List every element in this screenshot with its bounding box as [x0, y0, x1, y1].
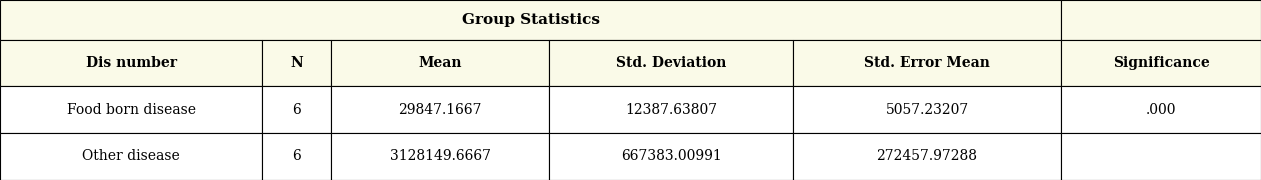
Bar	[330, 133, 550, 180]
Text: N: N	[290, 56, 303, 70]
Text: Mean: Mean	[419, 56, 462, 70]
Bar	[262, 40, 330, 86]
Text: Std. Deviation: Std. Deviation	[615, 56, 726, 70]
Bar	[793, 133, 1062, 180]
Text: 3128149.6667: 3128149.6667	[390, 150, 491, 163]
Bar	[550, 40, 793, 86]
Bar	[1062, 133, 1261, 180]
Text: Other disease: Other disease	[82, 150, 180, 163]
Bar	[330, 40, 550, 86]
Text: .000: .000	[1146, 102, 1177, 116]
Text: 272457.97288: 272457.97288	[876, 150, 977, 163]
Bar	[1062, 0, 1261, 40]
Bar	[330, 86, 550, 133]
Bar	[262, 86, 330, 133]
Text: 5057.23207: 5057.23207	[885, 102, 968, 116]
Text: Std. Error Mean: Std. Error Mean	[864, 56, 990, 70]
Bar	[793, 40, 1062, 86]
Text: Significance: Significance	[1112, 56, 1209, 70]
Bar	[262, 133, 330, 180]
Text: 667383.00991: 667383.00991	[620, 150, 721, 163]
Text: 6: 6	[293, 150, 301, 163]
Text: 29847.1667: 29847.1667	[398, 102, 482, 116]
Bar	[550, 133, 793, 180]
Text: Group Statistics: Group Statistics	[462, 13, 600, 27]
Text: 12387.63807: 12387.63807	[625, 102, 718, 116]
Text: 6: 6	[293, 102, 301, 116]
Text: Food born disease: Food born disease	[67, 102, 195, 116]
Bar	[793, 86, 1062, 133]
Bar	[0, 133, 262, 180]
Text: Dis number: Dis number	[86, 56, 177, 70]
Bar	[0, 86, 262, 133]
Bar	[1062, 40, 1261, 86]
Bar	[1062, 86, 1261, 133]
Bar	[550, 86, 793, 133]
Bar	[0, 40, 262, 86]
Bar	[0, 0, 1062, 40]
